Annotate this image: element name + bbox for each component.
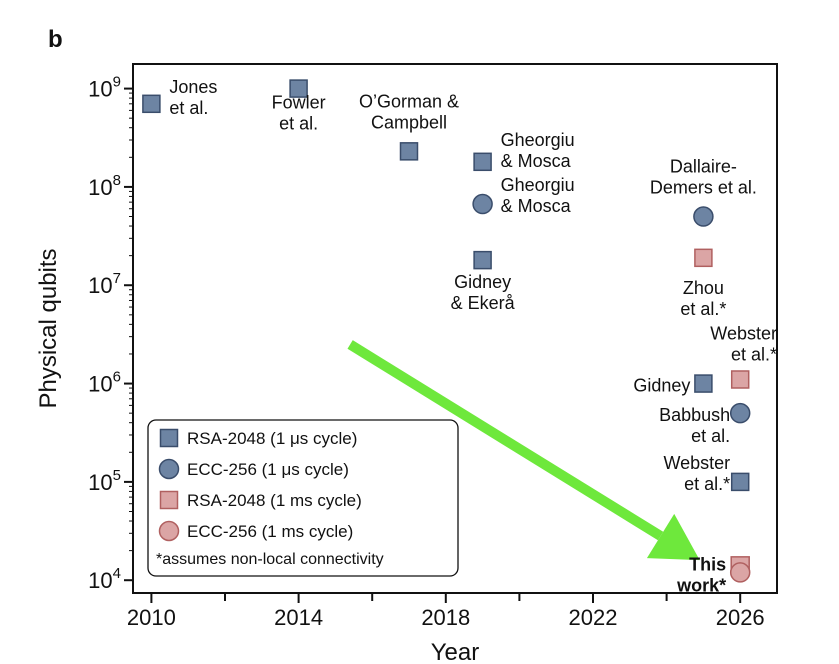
point-label: Campbell [371,112,447,132]
point-label: This [689,554,726,574]
x-tick-label: 2018 [421,605,470,630]
point-label: et al.* [684,474,730,494]
point-label: Zhou [683,278,724,298]
x-tick-label: 2026 [716,605,765,630]
data-point [473,250,492,270]
data-point [473,152,492,172]
legend-marker [159,428,179,448]
point-label: et al.* [680,299,726,319]
y-tick-label: 106 [88,369,121,397]
point-label: Dallaire- [670,157,737,177]
data-point [694,374,713,393]
legend-note: *assumes non-local connectivity [156,551,384,568]
panel-label: b [48,26,63,53]
point-label: Demers et al. [650,178,757,198]
point-label: et al. [279,114,318,134]
legend-label: ECC-256 (1 ms cycle) [187,522,353,541]
x-axis-label: Year [431,639,480,664]
legend-marker [158,520,180,542]
point-label: Fowler [272,93,326,113]
point-label: & Mosca [501,151,572,171]
point-label: Babbush [659,405,730,425]
legend-label: RSA-2048 (1 μs cycle) [187,429,357,448]
y-tick-label: 108 [88,172,121,200]
legend-marker [159,490,179,510]
data-point [730,370,750,389]
data-point [694,248,713,268]
y-tick-label: 109 [88,74,121,102]
data-point [729,562,751,583]
x-tick-label: 2022 [569,605,618,630]
point-label: et al. [691,426,730,446]
point-label: Gheorgiu [501,130,575,150]
legend-marker [158,458,180,480]
point-label: Jones [169,77,217,97]
point-label: Gidney [454,272,511,292]
data-point [693,206,714,227]
y-tick-label: 104 [88,565,121,593]
y-tick-label: 105 [88,467,121,495]
data-point [729,402,751,424]
point-label: Webster [710,323,777,343]
plot-frame [132,63,778,594]
x-tick-label: 2010 [127,605,176,630]
data-point [472,193,493,215]
point-label: et al.* [731,344,777,364]
point-label: et al. [169,98,208,118]
data-point [399,142,419,161]
x-tick-label: 2014 [274,605,323,630]
point-label: Webster [663,453,730,473]
legend-label: ECC-256 (1 μs cycle) [187,460,349,479]
data-point [289,79,308,98]
point-label: work* [676,575,726,595]
point-label: Gheorgiu [501,175,575,195]
y-axis-label: Physical qubits [35,248,62,408]
legend-box [147,419,459,577]
y-tick-label: 107 [88,270,121,298]
point-label: & Mosca [501,196,572,216]
arrow-shaft [347,340,664,541]
arrow-head [646,513,700,561]
point-label: & Ekerå [451,293,516,313]
point-label: O’Gorman & [359,91,459,111]
legend-label: RSA-2048 (1 ms cycle) [187,491,362,510]
data-point [142,94,161,114]
point-label: Gidney [633,376,690,396]
data-point [730,472,750,492]
